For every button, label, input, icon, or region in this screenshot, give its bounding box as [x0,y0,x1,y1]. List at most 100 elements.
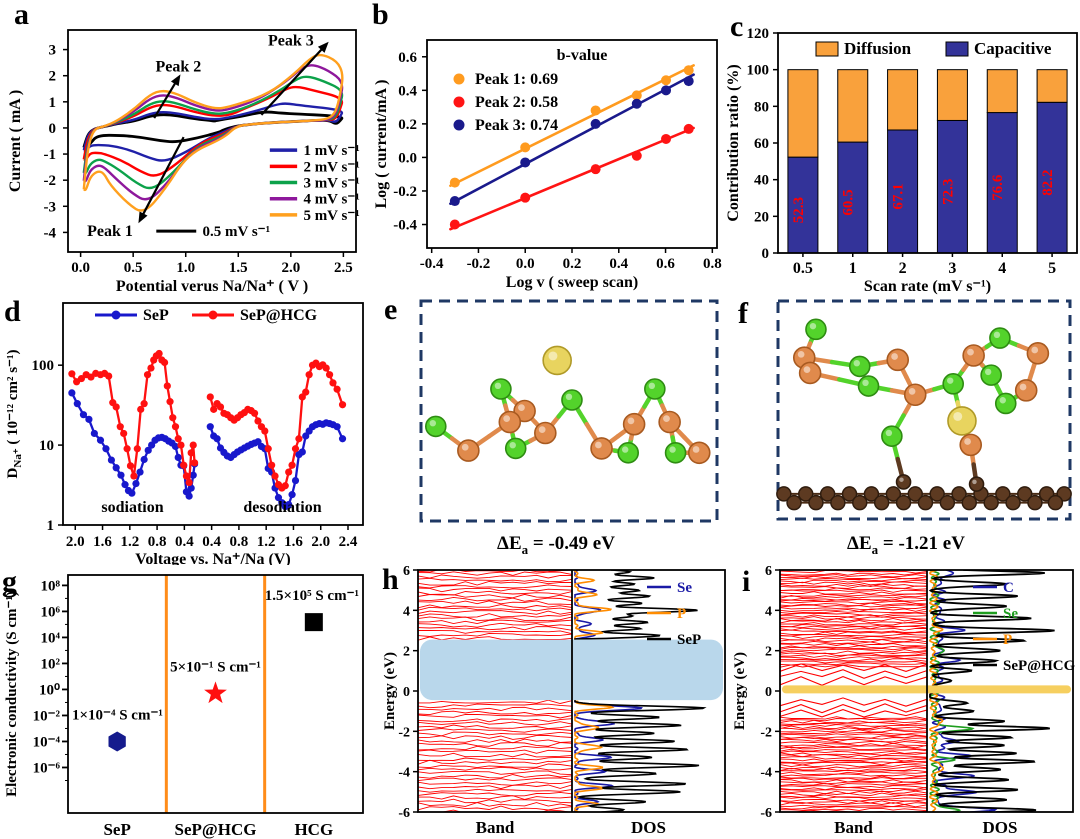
band-line [780,804,927,808]
bar-value-label: 76.6 [990,174,1006,201]
legend: 1 mV s⁻¹2 mV s⁻¹3 mV s⁻¹4 mV s⁻¹5 mV s⁻¹ [269,143,360,224]
legend-marker [453,96,465,108]
band-line [418,600,572,606]
legend-marker [208,310,218,320]
svg-text:-0.4: -0.4 [420,256,444,272]
svg-text:-4: -4 [44,225,57,241]
band-line [780,631,927,635]
atom-highlight [891,353,898,360]
contribution-chart: 0 20 40 60 80 100 120 Scan rate (mV s⁻¹) Contrib… [725,26,1078,295]
value-annotation: 1.5×10⁵ S cm⁻¹ [265,588,359,604]
panel-a: a 0.0 0.5 1.0 1.5 2.0 2.5 -4 -3 -2 -1 0 1 2 3 Potentia… [0,0,368,295]
svg-text:2: 2 [403,645,410,660]
legend-label: Diffusion [844,39,912,58]
cv-curve-1 mV s⁻¹ [82,102,344,162]
p-atom [622,412,646,436]
band-line [780,574,927,578]
se-atom [561,389,583,411]
band-line [780,738,927,743]
band-line [418,610,572,615]
legend-label: P [677,606,686,622]
band-line [780,727,927,731]
atom-highlight [669,446,676,453]
svg-text:6: 6 [403,565,410,579]
band-line [418,784,572,790]
data-point [661,75,672,86]
p-atom [534,421,557,445]
data-point [683,76,694,87]
conductivity-plot: 10⁸ 10⁶ 10⁴ 10² 10⁰ 10⁻² 10⁻⁴ 10⁻⁶ Electronic co… [4,574,364,839]
contribution-plot: 0 20 40 60 80 100 120 Scan rate (mV s⁻¹) Contrib… [725,26,1078,295]
category-label: 4 [998,260,1006,277]
gitt-point [250,409,259,417]
p-atom [457,439,480,462]
gitt-line-SeP [209,421,344,508]
gitt-point [216,403,225,411]
band-line [780,792,927,797]
atom-highlight [692,446,700,453]
band-line [780,733,927,737]
band-line [418,630,572,635]
panel-b-letter: b [372,0,389,31]
band-line [780,602,927,607]
gitt-point [254,417,262,425]
gitt-point [295,435,303,443]
gitt-point [190,459,199,467]
svg-text:0.4: 0.4 [398,83,417,99]
gitt-point [271,472,279,480]
svg-text:0: 0 [403,685,410,700]
gitt-point [112,403,120,411]
band-line [418,606,572,612]
svg-text:2: 2 [765,645,772,660]
band-line [780,724,927,727]
band-line [780,658,927,662]
diffusion-bar [837,69,869,143]
carbon-atom [830,494,846,511]
band-line [418,699,572,704]
band-line [780,785,927,789]
dashed-border [776,299,1072,521]
svg-text:20: 20 [754,209,769,225]
p-atom [903,383,927,407]
diffusion-bar [887,69,919,131]
svg-text:4: 4 [765,604,772,619]
peak-annotation: Peak 2 [155,59,201,76]
atom-highlight [862,379,869,387]
band-line [780,643,927,647]
se-atom [490,378,512,400]
legend-label: 4 mV s⁻¹ [303,192,359,208]
data-point [683,123,694,134]
legend-label: P [1003,632,1012,648]
na-atom [947,406,977,436]
band-line [780,597,927,601]
band-line [780,760,927,764]
band-line [780,637,927,641]
svg-text:1.2: 1.2 [257,534,276,550]
na-atom [542,345,572,376]
gitt-point [174,453,182,462]
svg-text:0.0: 0.0 [71,260,90,276]
diffusion-bar [986,69,1018,114]
band-line [780,606,927,611]
svg-text:-0.4: -0.4 [393,218,417,234]
panel-d: d 2.0 1.6 1.2 0.8 0.4 0.4 0.8 1.2 1.6 2.0 2.4 Volta… [0,295,380,565]
gitt-point [126,462,135,470]
p-atom [1014,379,1038,402]
gitt-point [206,423,214,431]
svg-text:0: 0 [762,246,770,262]
y-axis-label: DNa⁺ ( 10⁻¹² cm² s⁻¹) [5,350,24,479]
svg-text:-0.2: -0.2 [393,184,417,200]
data-point [590,118,601,129]
data-point [631,98,642,109]
band-line [780,761,927,766]
band-line [780,800,927,804]
band-line [418,584,572,589]
legend-label: 1 mV s⁻¹ [303,143,359,159]
gitt-point [171,442,180,451]
band-line [780,635,927,639]
svg-text:80: 80 [754,99,769,115]
band-line [780,648,927,653]
band-line [780,572,927,576]
gitt-point [144,446,152,454]
data-point [590,105,601,116]
